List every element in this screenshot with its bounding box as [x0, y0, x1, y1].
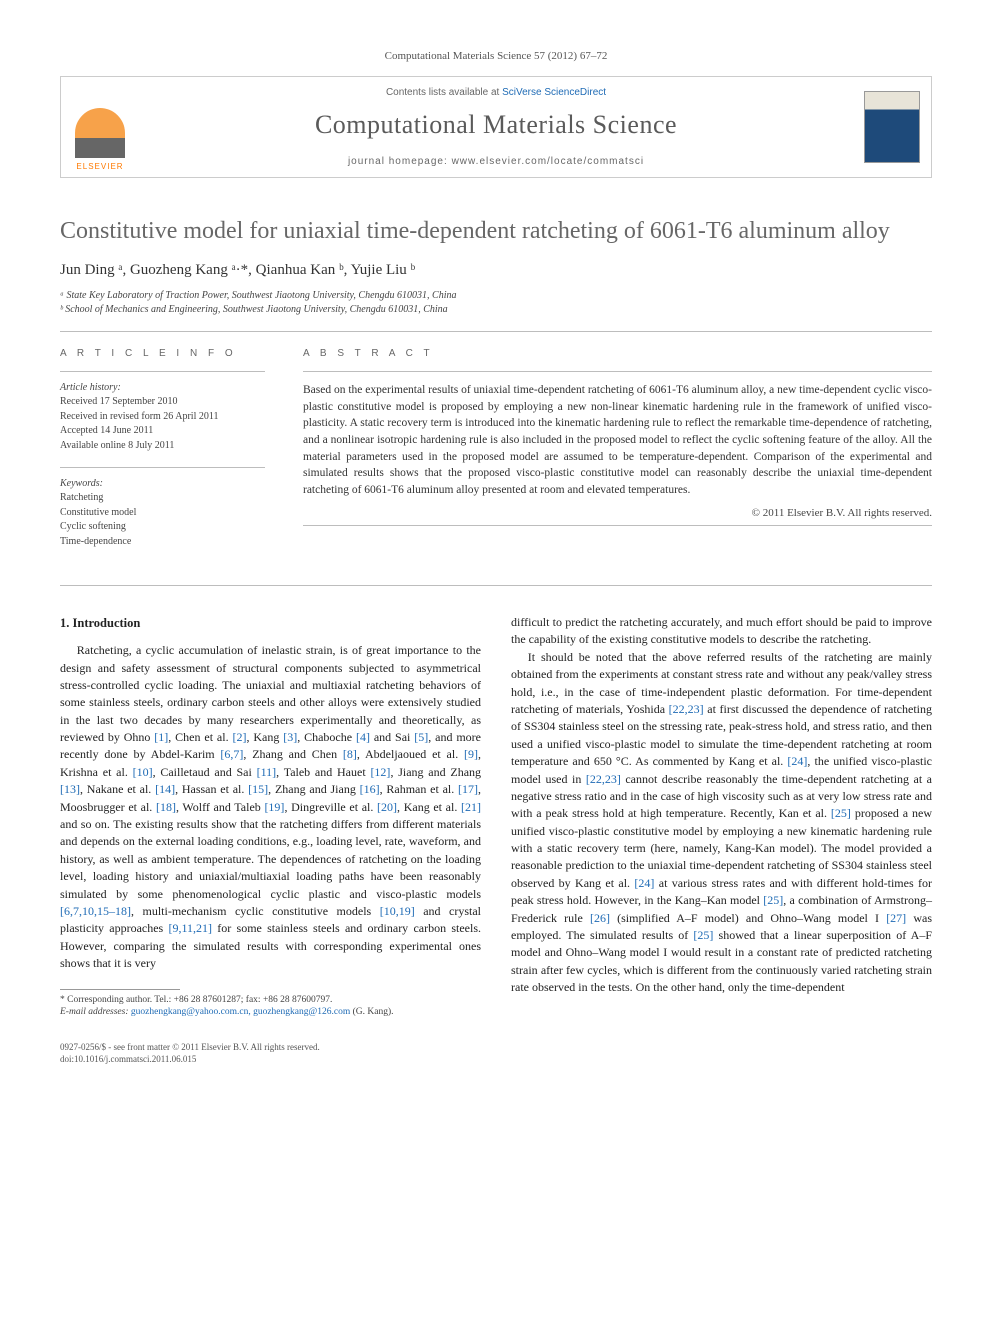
- header-citation: Computational Materials Science 57 (2012…: [60, 50, 932, 62]
- footnote-rule: [60, 989, 180, 990]
- article-history-head: Article history:: [60, 382, 265, 393]
- article-title: Constitutive model for uniaxial time-dep…: [60, 216, 932, 246]
- section-1-head: 1. Introduction: [60, 614, 481, 632]
- divider: [303, 525, 932, 526]
- keyword: Constitutive model: [60, 506, 265, 521]
- email-label: E-mail addresses:: [60, 1007, 129, 1017]
- abstract-column: A B S T R A C T Based on the experimenta…: [303, 348, 932, 563]
- body-paragraph: difficult to predict the ratcheting accu…: [511, 614, 932, 649]
- publisher-name: ELSEVIER: [76, 162, 123, 171]
- keywords-head: Keywords:: [60, 478, 265, 489]
- affiliations: ᵃ State Key Laboratory of Traction Power…: [60, 289, 932, 317]
- body-columns: 1. Introduction Ratcheting, a cyclic acc…: [60, 614, 932, 1019]
- page-footer: 0927-0256/$ - see front matter © 2011 El…: [60, 1041, 932, 1065]
- divider: [303, 371, 932, 372]
- article-info-head: A R T I C L E I N F O: [60, 348, 265, 359]
- corr-email-suffix: (G. Kang).: [353, 1007, 394, 1017]
- corresponding-author-footnote: * Corresponding author. Tel.: +86 28 876…: [60, 994, 481, 1020]
- sciencedirect-link[interactable]: SciVerse ScienceDirect: [502, 87, 606, 98]
- journal-homepage-line: journal homepage: www.elsevier.com/locat…: [348, 156, 644, 167]
- divider: [60, 371, 265, 372]
- elsevier-tree-icon: [75, 108, 125, 158]
- history-line: Accepted 14 June 2011: [60, 424, 265, 439]
- history-line: Available online 8 July 2011: [60, 439, 265, 454]
- footer-front-matter: 0927-0256/$ - see front matter © 2011 El…: [60, 1041, 932, 1053]
- abstract-text: Based on the experimental results of uni…: [303, 382, 932, 499]
- divider: [60, 585, 932, 586]
- homepage-url[interactable]: www.elsevier.com/locate/commatsci: [452, 156, 645, 167]
- header-middle: Contents lists available at SciVerse Sci…: [139, 77, 853, 177]
- article-info-column: A R T I C L E I N F O Article history: R…: [60, 348, 265, 563]
- keyword: Ratcheting: [60, 491, 265, 506]
- corr-author-line: * Corresponding author. Tel.: +86 28 876…: [60, 994, 481, 1007]
- page-container: Computational Materials Science 57 (2012…: [0, 0, 992, 1115]
- journal-cover-thumbnail: [864, 91, 920, 163]
- contents-available-line: Contents lists available at SciVerse Sci…: [386, 87, 606, 98]
- body-paragraph: It should be noted that the above referr…: [511, 649, 932, 997]
- publisher-logo: ELSEVIER: [61, 77, 139, 177]
- homepage-prefix: journal homepage:: [348, 156, 452, 167]
- corr-emails[interactable]: guozhengkang@yahoo.com.cn, guozhengkang@…: [131, 1007, 350, 1017]
- affiliation-b: ᵇ School of Mechanics and Engineering, S…: [60, 303, 932, 317]
- meta-row: A R T I C L E I N F O Article history: R…: [60, 332, 932, 585]
- abstract-head: A B S T R A C T: [303, 348, 932, 359]
- journal-header: ELSEVIER Contents lists available at Sci…: [60, 76, 932, 178]
- divider: [60, 467, 265, 468]
- history-line: Received 17 September 2010: [60, 395, 265, 410]
- body-paragraph: Ratcheting, a cyclic accumulation of ine…: [60, 642, 481, 972]
- authors-line: Jun Ding ᵃ, Guozheng Kang ᵃ·*, Qianhua K…: [60, 262, 932, 279]
- journal-name: Computational Materials Science: [315, 110, 677, 140]
- history-line: Received in revised form 26 April 2011: [60, 410, 265, 425]
- abstract-copyright: © 2011 Elsevier B.V. All rights reserved…: [303, 507, 932, 519]
- corr-email-line: E-mail addresses: guozhengkang@yahoo.com…: [60, 1006, 481, 1019]
- contents-prefix: Contents lists available at: [386, 87, 502, 98]
- journal-cover-box: [853, 77, 931, 177]
- keyword: Time-dependence: [60, 535, 265, 550]
- affiliation-a: ᵃ State Key Laboratory of Traction Power…: [60, 289, 932, 303]
- footer-doi: doi:10.1016/j.commatsci.2011.06.015: [60, 1053, 932, 1065]
- keyword: Cyclic softening: [60, 520, 265, 535]
